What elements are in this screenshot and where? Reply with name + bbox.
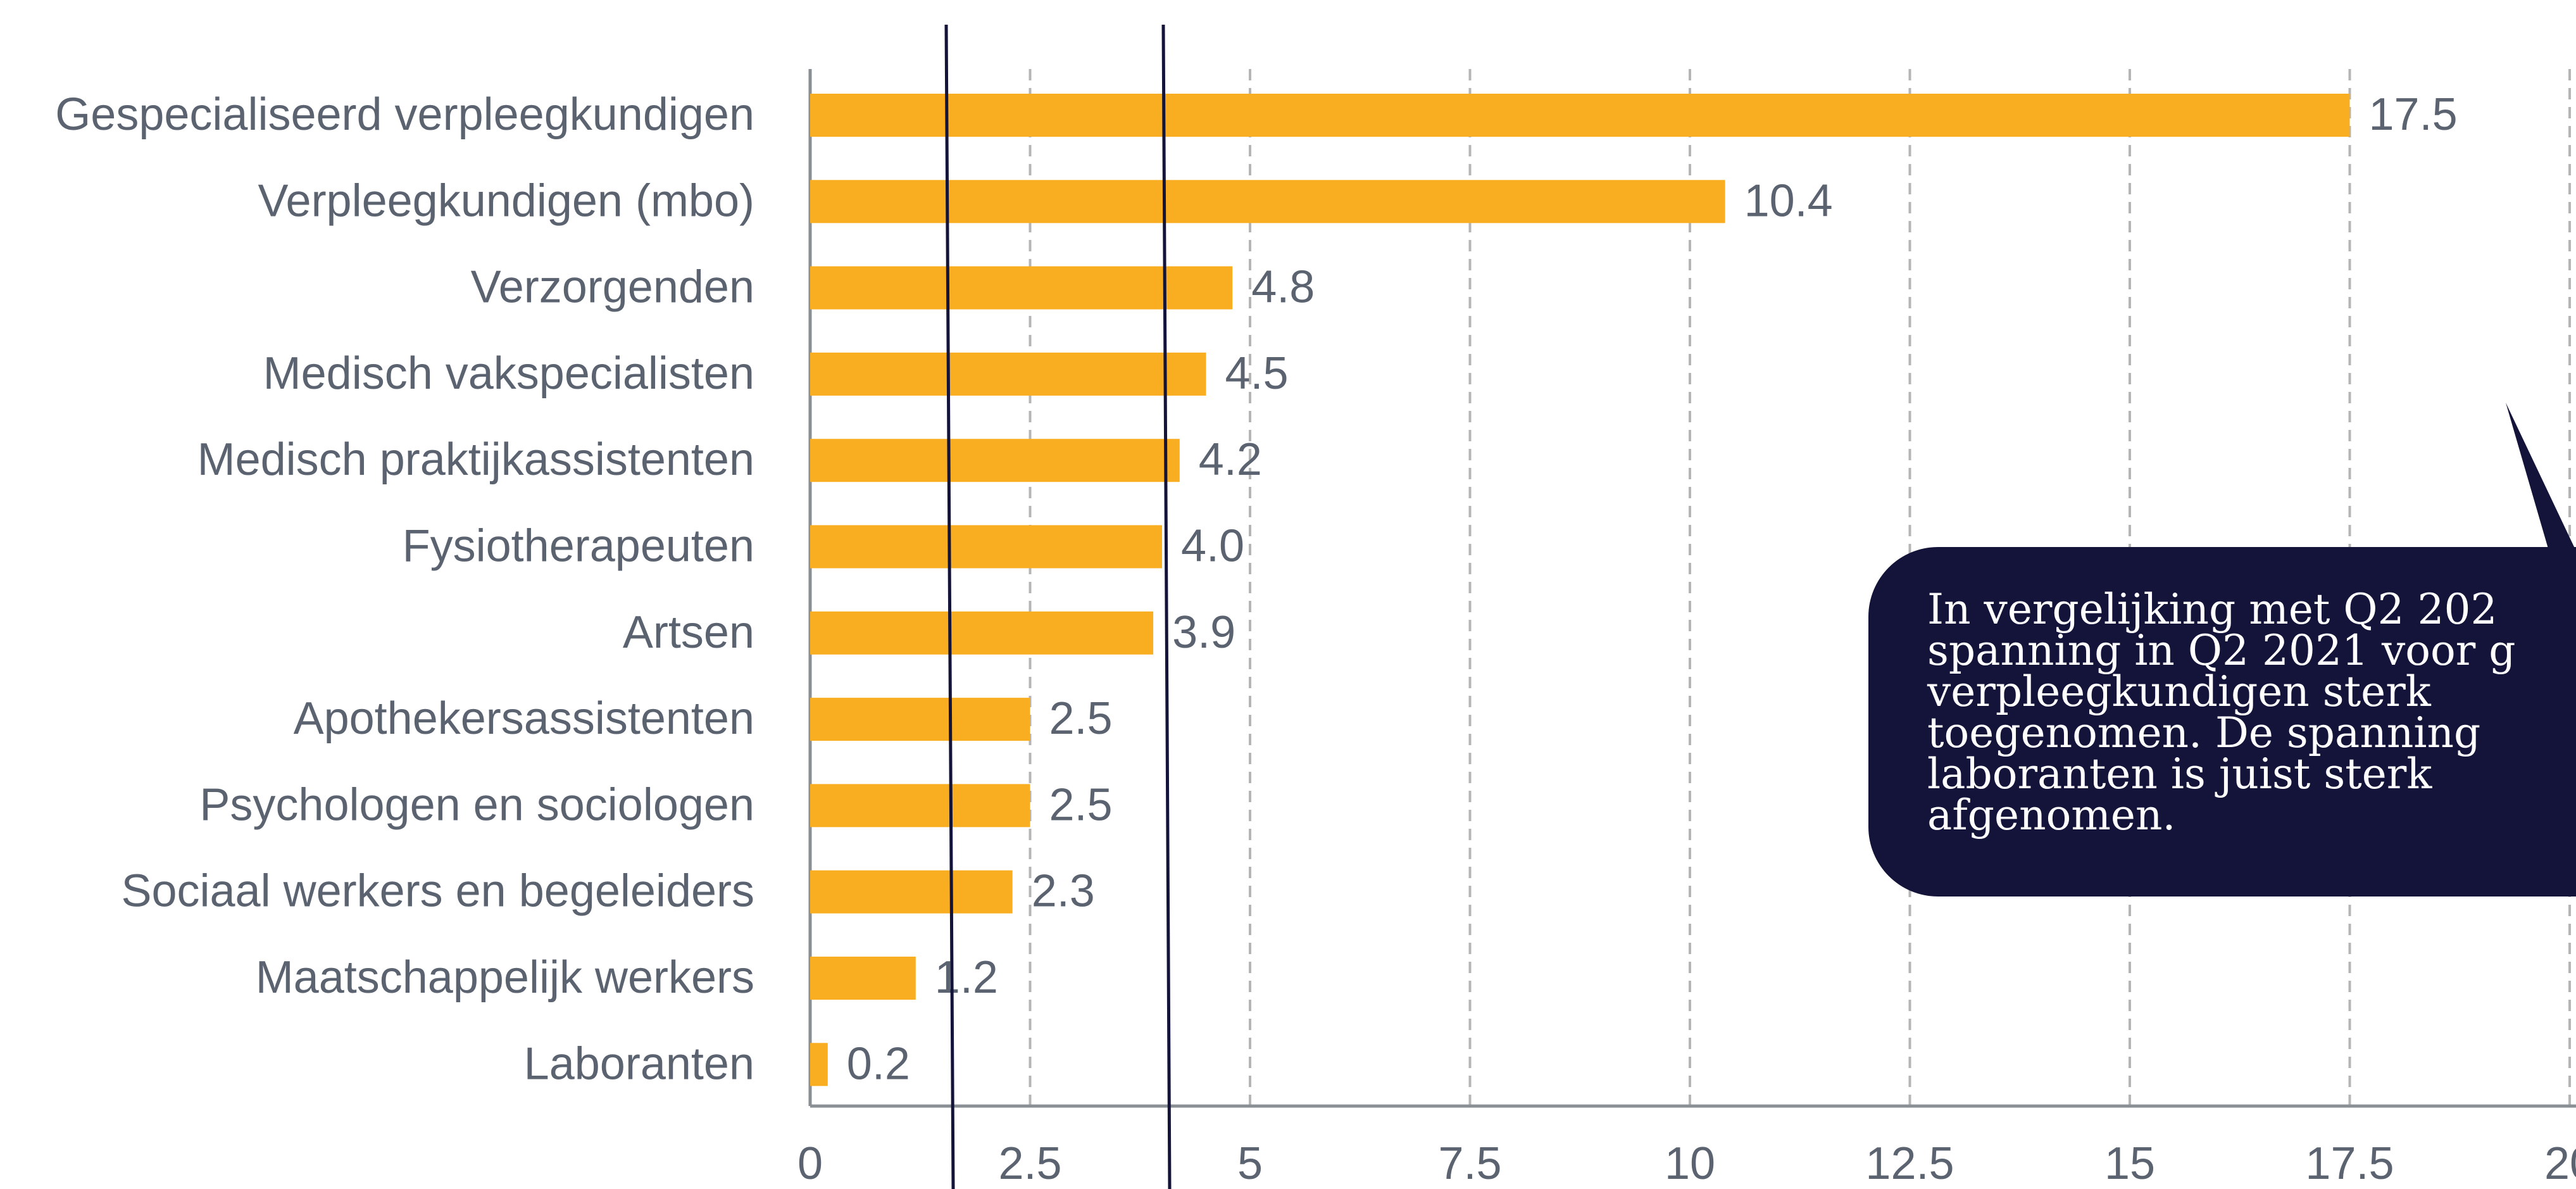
category-label: Laboranten	[524, 1038, 754, 1089]
value-label: 2.3	[1032, 866, 1095, 917]
category-label: Gespecialiseerd verpleegkundigen	[55, 89, 754, 140]
bar	[810, 784, 1030, 827]
marker-line	[1161, 24, 1172, 1189]
bar	[810, 698, 1030, 741]
callout-text: laboranten is juist sterk	[1927, 750, 2432, 798]
x-tick-label: 5	[1237, 1138, 1263, 1189]
bar	[810, 180, 1725, 223]
x-tick-label: 17.5	[2305, 1138, 2394, 1189]
callout-text: verpleegkundigen sterk	[1927, 667, 2432, 716]
callout-text: toegenomen. De spanning	[1927, 708, 2480, 757]
bar	[810, 525, 1162, 569]
x-tick-label: 12.5	[1865, 1138, 1954, 1189]
category-label: Psychologen en sociologen	[199, 779, 754, 830]
value-label: 4.5	[1225, 348, 1289, 399]
callout-text: In vergelijking met Q2 202	[1927, 585, 2497, 634]
value-label: 1.2	[935, 952, 998, 1003]
bar	[810, 870, 1013, 914]
value-label: 4.0	[1181, 521, 1244, 572]
callout-text: afgenomen.	[1927, 791, 2175, 840]
bar	[810, 94, 2350, 137]
callout-pointer	[2506, 403, 2576, 557]
x-tick-label: 15	[2104, 1138, 2155, 1189]
value-label: 3.9	[1172, 607, 1235, 658]
x-tick-label: 20	[2544, 1138, 2576, 1189]
category-label: Medisch vakspecialisten	[263, 348, 754, 399]
bar	[810, 352, 1206, 396]
value-label: 10.4	[1744, 175, 1833, 226]
category-label: Maatschappelijk werkers	[256, 952, 754, 1003]
value-label: 4.2	[1199, 434, 1262, 485]
x-tick-label: 0	[797, 1138, 823, 1189]
value-label: 2.5	[1049, 779, 1113, 830]
value-label: 0.2	[847, 1038, 910, 1089]
value-label: 17.5	[2369, 89, 2458, 140]
bar	[810, 439, 1180, 482]
x-tick-label: 10	[1665, 1138, 1715, 1189]
bar	[810, 611, 1154, 655]
value-label: 2.5	[1049, 693, 1113, 744]
x-tick-label: 7.5	[1438, 1138, 1501, 1189]
category-label: Verzorgenden	[471, 262, 754, 313]
plot: 0 2.5 5 7.5 10 12.5 15 17.5 20 Gespecialiseerd ve…	[55, 69, 2576, 1189]
bar	[810, 266, 1233, 310]
bar	[810, 1043, 828, 1086]
callout-text: spanning in Q2 2021 voor g	[1927, 626, 2515, 675]
value-label: 4.8	[1251, 262, 1315, 313]
category-label: Verpleegkundigen (mbo)	[258, 175, 754, 226]
category-label: Fysiotherapeuten	[403, 521, 754, 572]
category-label: Artsen	[623, 607, 754, 658]
callout-box	[1868, 547, 2576, 896]
category-label: Sociaal werkers en begeleiders	[121, 866, 754, 917]
category-label: Medisch praktijkassistenten	[197, 434, 754, 485]
x-tick-label: 2.5	[998, 1138, 1061, 1189]
marker-line	[944, 24, 955, 1189]
category-label: Apothekersassistenten	[294, 693, 754, 744]
bar	[810, 957, 916, 1000]
